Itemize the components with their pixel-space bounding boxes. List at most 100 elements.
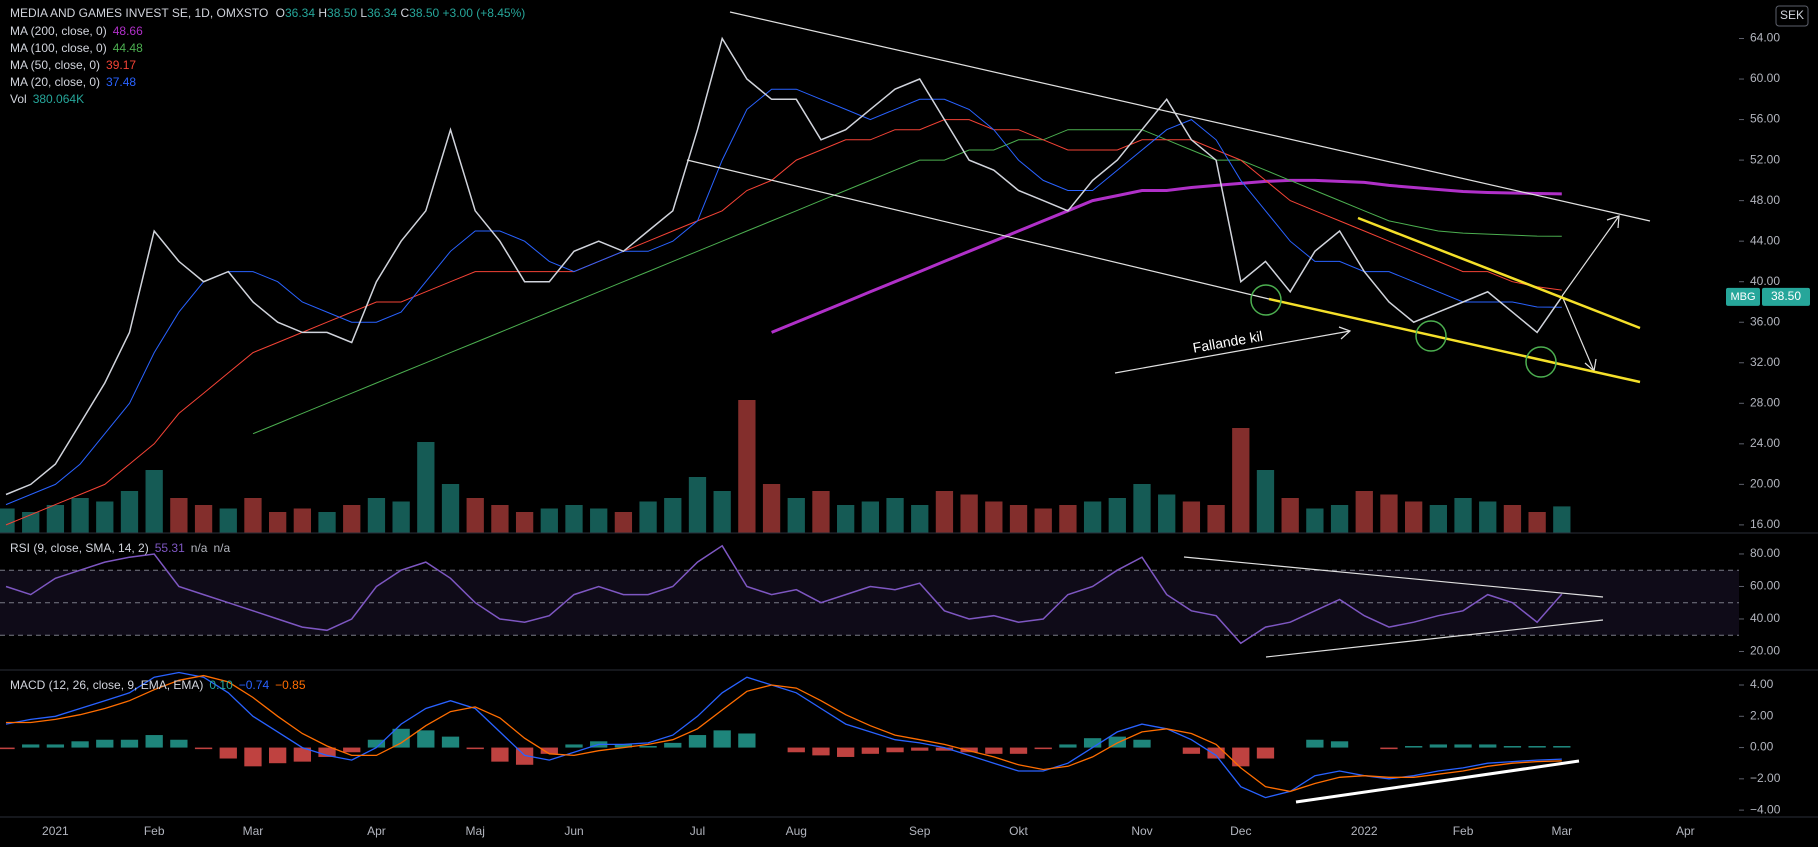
histogram-bar	[466, 747, 484, 750]
y-tick-label: 60.00	[1750, 579, 1780, 593]
volume-bar	[1503, 505, 1522, 533]
volume-bar	[0, 508, 15, 533]
histogram-bar	[269, 747, 287, 764]
histogram-bar	[219, 747, 237, 759]
histogram-bar	[886, 747, 904, 753]
series-line	[5, 119, 1562, 526]
histogram-bar	[1232, 747, 1250, 767]
y-tick-label: −2.00	[1750, 771, 1781, 785]
histogram-bar	[787, 747, 805, 753]
volume-bar	[837, 505, 855, 533]
legend-name: MACD (12, 26, close, 9, EMA, EMA)	[10, 678, 203, 692]
x-tick-label: Aug	[786, 824, 807, 838]
y-tick-label: 36.00	[1750, 314, 1780, 328]
histogram-bar	[713, 730, 731, 748]
y-tick-label: 64.00	[1750, 31, 1780, 45]
volume-bar	[194, 505, 213, 533]
volume-bar	[935, 491, 954, 533]
histogram-bar	[1380, 747, 1398, 750]
histogram-bar	[1083, 738, 1102, 748]
volume-bar	[960, 494, 978, 533]
ohlc-value: 36.34	[285, 6, 315, 20]
y-tick-label: 40.00	[1750, 611, 1780, 625]
ohlc-key: O	[276, 6, 285, 20]
x-tick-label: Apr	[367, 824, 386, 838]
series-line	[771, 178, 1562, 334]
x-tick-label: Mar	[243, 824, 264, 838]
series-legend: MA (50, close, 0) 39.17	[10, 58, 136, 72]
value-line	[5, 544, 1563, 645]
currency-box[interactable]	[1775, 5, 1809, 27]
series-line	[5, 671, 1562, 799]
volume-bar	[614, 512, 633, 533]
series-legend: MA (200, close, 0) 48.66	[10, 24, 143, 38]
volume-bar	[1158, 494, 1176, 533]
volume-bar	[1256, 470, 1275, 533]
ohlc-key: L	[360, 6, 367, 20]
volume-bar	[1429, 505, 1447, 533]
y-tick-label: −4.00	[1750, 802, 1781, 816]
histogram-bar	[837, 747, 855, 757]
volume-bar	[466, 498, 484, 533]
volume-bar	[861, 501, 879, 533]
wedge-upper	[1357, 216, 1641, 330]
y-tick-label: 60.00	[1750, 71, 1780, 85]
volume-bar	[22, 512, 40, 533]
histogram-bar	[1306, 739, 1324, 748]
volume-bar	[1528, 512, 1546, 533]
histogram-bar	[491, 747, 509, 762]
rsi-trendline	[1265, 619, 1604, 658]
ohlc-key: C	[400, 6, 409, 20]
histogram-bar	[960, 747, 978, 753]
histogram-bar	[1034, 747, 1052, 750]
volume-bar	[441, 484, 460, 533]
currency: SEK	[1780, 8, 1804, 22]
volume-bar	[812, 491, 830, 533]
volume-bar	[639, 501, 657, 533]
x-tick-label: Nov	[1131, 824, 1152, 838]
histogram-bar	[170, 739, 188, 748]
volume-bar	[565, 505, 583, 533]
volume-bar	[1454, 498, 1472, 533]
arrow-line	[1561, 295, 1595, 372]
y-tick-label: 28.00	[1750, 395, 1780, 409]
histogram-bar	[0, 747, 15, 750]
arrow-line	[1561, 215, 1620, 297]
circle	[1250, 284, 1282, 316]
histogram-bar	[120, 739, 139, 748]
legend-value: 380.064K	[33, 92, 84, 106]
volume-bar	[1479, 501, 1497, 533]
series-line	[6, 674, 1562, 793]
histogram-bar	[343, 747, 361, 753]
volume-bar	[540, 508, 558, 533]
y-tick-label: 20.00	[1750, 477, 1780, 491]
volume-bar	[318, 512, 336, 533]
volume-bar	[1207, 505, 1225, 533]
volume-bar	[170, 498, 188, 533]
histogram-bar	[293, 747, 311, 762]
y-tick-label: 24.00	[1750, 436, 1780, 450]
histogram-bar	[441, 736, 460, 748]
rsi-trendline	[1183, 556, 1604, 598]
channel-lower	[686, 159, 1270, 300]
y-tick-label: 48.00	[1750, 193, 1780, 207]
volume-bar	[219, 508, 237, 533]
legend-value: n/a	[191, 541, 208, 555]
volume-bar	[1232, 428, 1250, 533]
volume-bar	[392, 501, 410, 533]
histogram-bar	[738, 733, 756, 748]
volume-bar	[688, 477, 707, 533]
histogram-bar	[911, 747, 929, 751]
circle	[1525, 346, 1557, 378]
series-legend: MA (20, close, 0) 37.48	[10, 75, 136, 89]
histogram-bar	[639, 746, 657, 748]
y-tick-label: 0.00	[1750, 740, 1774, 754]
volume-bar	[713, 491, 731, 533]
volume-bar	[145, 470, 163, 533]
legend-name: MA (50, close, 0)	[10, 58, 100, 72]
histogram-bar	[318, 747, 336, 757]
x-tick-label: Feb	[1453, 824, 1474, 838]
histogram-bar	[935, 747, 954, 751]
